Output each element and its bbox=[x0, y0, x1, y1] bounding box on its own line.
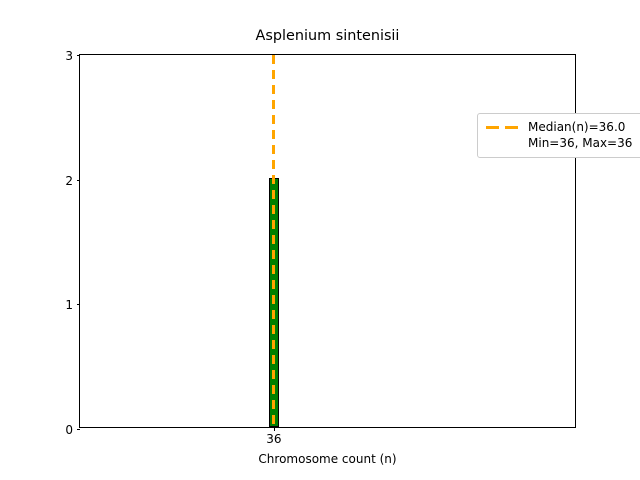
legend-label-median: Median(n)=36.0 bbox=[528, 120, 626, 134]
y-axis-label-wrapper: Num of counts (Total 2) bbox=[22, 54, 276, 428]
legend-entry-median: Median(n)=36.0 bbox=[486, 120, 640, 134]
legend-entry-minmax: Min=36, Max=36 bbox=[486, 136, 640, 150]
dashed-line-icon bbox=[486, 121, 520, 133]
x-tick-36 bbox=[273, 427, 275, 431]
plot-axes: 0 1 2 3 36 Median(n)=36.0 bbox=[65, 49, 640, 446]
median-line bbox=[272, 55, 276, 427]
y-tick-label-2: 2 bbox=[65, 173, 73, 188]
y-tick-label-1: 1 bbox=[65, 298, 73, 313]
x-axis-label: Chromosome count (n) bbox=[258, 452, 397, 466]
y-tick-3: 3 bbox=[65, 49, 80, 63]
y-tick-label-3: 3 bbox=[65, 49, 73, 63]
y-tick-label-0: 0 bbox=[65, 423, 73, 437]
legend: Median(n)=36.0 Min=36, Max=36 bbox=[477, 113, 640, 158]
chart-title: Asplenium sintenisii bbox=[255, 28, 400, 44]
plot-area bbox=[80, 55, 575, 427]
y-tick-1: 1 bbox=[65, 298, 80, 312]
y-tick-2: 2 bbox=[65, 174, 80, 188]
y-tick-0: 0 bbox=[65, 423, 80, 437]
x-tick-label-36: 36 bbox=[266, 432, 282, 446]
legend-label-minmax: Min=36, Max=36 bbox=[528, 136, 633, 150]
